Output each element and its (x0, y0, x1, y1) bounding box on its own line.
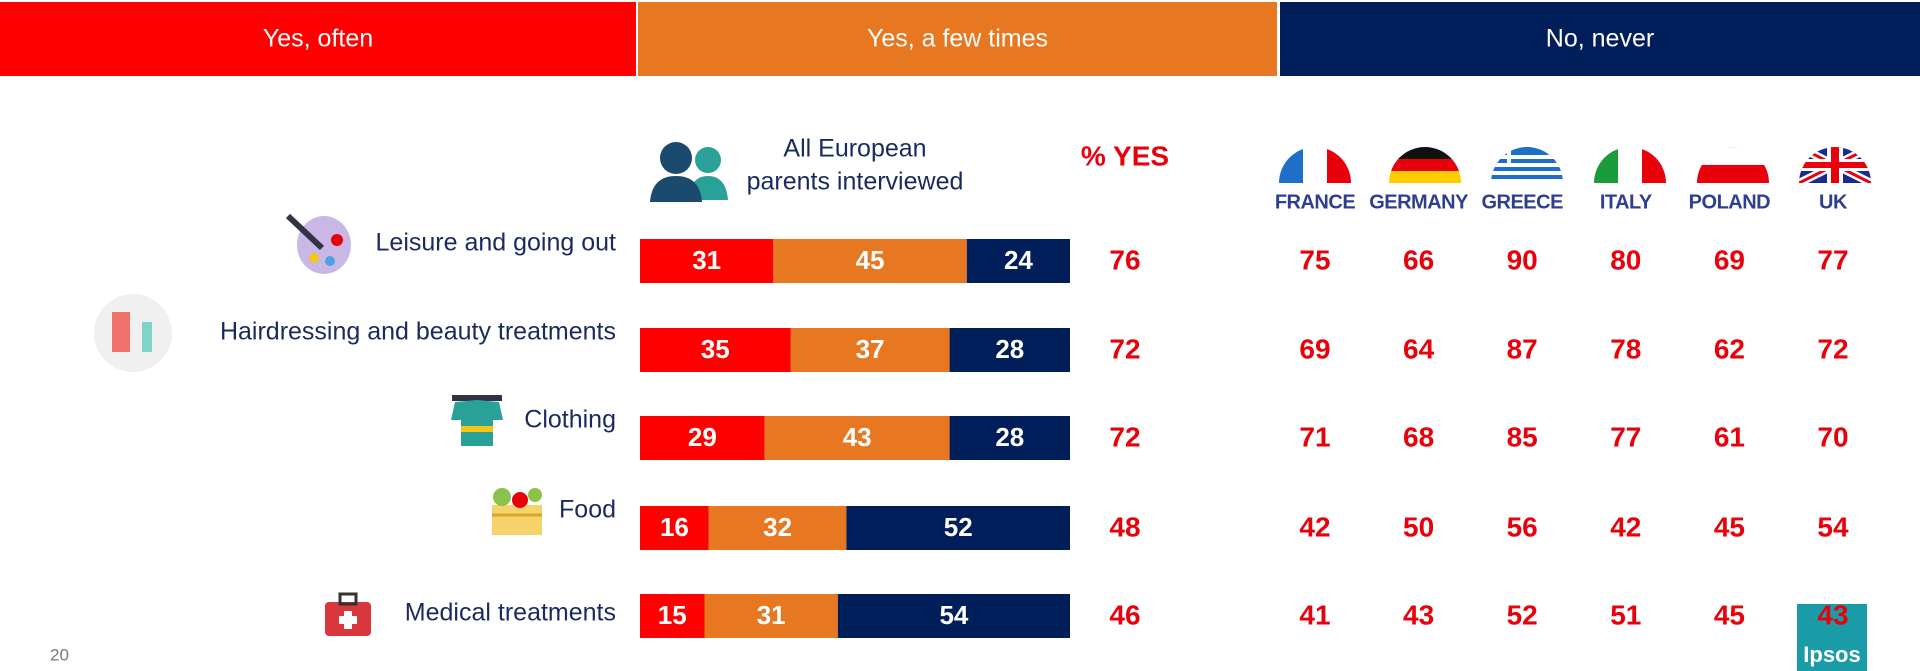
country-value: 64 (1403, 333, 1435, 364)
country-value: 41 (1299, 599, 1330, 630)
country-value: 85 (1507, 421, 1538, 452)
legend-label: Yes, often (263, 25, 373, 53)
country-name: UK (1819, 191, 1848, 213)
bar-label: 32 (763, 512, 792, 542)
bar-segment (949, 328, 1070, 372)
country-value: 42 (1299, 511, 1330, 542)
country-value: 43 (1817, 599, 1848, 630)
category-label: Leisure and going out (376, 229, 617, 257)
bar-segment (773, 239, 967, 283)
bar-segment (640, 416, 765, 460)
bar-label: 31 (757, 600, 786, 630)
country-name: GREECE (1481, 191, 1563, 213)
country-name: ITALY (1600, 191, 1653, 213)
logo-text: Ipsos (1803, 642, 1860, 667)
ipsos-logo: Ipsos (1797, 604, 1867, 671)
bar-segment (764, 416, 950, 460)
bar-segment (640, 328, 791, 372)
category-icons (94, 213, 542, 636)
country-value: 56 (1507, 511, 1538, 542)
people-icon (650, 142, 728, 202)
bar-label: 43 (843, 422, 872, 452)
yes-value: 48 (1109, 511, 1140, 542)
bar-segment (640, 594, 705, 638)
bar-label: 24 (1004, 245, 1033, 275)
category-label: Medical treatments (405, 599, 616, 627)
country-value: 51 (1610, 599, 1641, 630)
bar-segment (704, 594, 838, 638)
country-value: 61 (1714, 421, 1745, 452)
country-value: 42 (1610, 511, 1641, 542)
yes-value: 76 (1109, 244, 1140, 275)
flag-greece (1491, 147, 1563, 183)
flag-germany (1389, 147, 1461, 183)
legend-label: No, never (1546, 25, 1654, 53)
country-value: 71 (1299, 421, 1330, 452)
yes-header: % YES (1081, 140, 1169, 171)
legend-band (638, 2, 1277, 76)
yes-value: 46 (1109, 599, 1140, 630)
bar-segment (949, 416, 1070, 460)
bar-label: 28 (995, 422, 1024, 452)
bar-segment (640, 506, 709, 550)
country-value: 87 (1507, 333, 1538, 364)
legend-band (0, 2, 636, 76)
legend-label: Yes, a few times (867, 25, 1048, 53)
bar-label: 35 (701, 334, 730, 364)
country-value: 43 (1403, 599, 1434, 630)
country-value: 72 (1817, 333, 1848, 364)
country-name: GERMANY (1369, 191, 1469, 213)
flag-italy (1594, 147, 1666, 183)
bar-segment (640, 239, 774, 283)
country-value: 70 (1817, 421, 1848, 452)
country-value: 45 (1714, 511, 1745, 542)
flags (1279, 147, 1871, 183)
sample-label: All European (783, 135, 926, 163)
country-value: 78 (1610, 333, 1641, 364)
flag-france (1279, 147, 1351, 183)
bar-label: 29 (688, 422, 717, 452)
page-number: 20 (50, 645, 69, 664)
country-value: 62 (1714, 333, 1745, 364)
country-value: 45 (1714, 599, 1745, 630)
country-value: 66 (1403, 244, 1434, 275)
bar-label: 28 (995, 334, 1024, 364)
country-name: POLAND (1689, 191, 1771, 213)
bar-segment (837, 594, 1070, 638)
country-name: FRANCE (1275, 191, 1355, 213)
category-label: Hairdressing and beauty treatments (220, 318, 616, 346)
country-value: 68 (1403, 421, 1434, 452)
country-value: 69 (1714, 244, 1745, 275)
bar-label: 16 (660, 512, 689, 542)
category-label: Food (559, 496, 616, 524)
bar-segment (708, 506, 847, 550)
flag-uk (1799, 147, 1871, 183)
legend-band (1280, 2, 1920, 76)
country-value: 77 (1817, 244, 1848, 275)
country-value: 80 (1610, 244, 1641, 275)
country-value: 52 (1507, 599, 1538, 630)
country-value: 54 (1817, 511, 1849, 542)
country-value: 90 (1507, 244, 1538, 275)
bar-segment (966, 239, 1070, 283)
country-value: 50 (1403, 511, 1434, 542)
bar-label: 37 (856, 334, 885, 364)
yes-value: 72 (1109, 421, 1140, 452)
bar-label: 52 (944, 512, 973, 542)
bar-segment (846, 506, 1070, 550)
bar-label: 54 (939, 600, 968, 630)
category-label: Clothing (524, 406, 616, 434)
country-value: 77 (1610, 421, 1641, 452)
sample-label: parents interviewed (747, 168, 964, 196)
bar-label: 15 (658, 600, 687, 630)
bar-label: 45 (856, 245, 885, 275)
yes-value: 72 (1109, 333, 1140, 364)
bar-segment (790, 328, 950, 372)
country-value: 69 (1299, 333, 1330, 364)
flag-poland (1697, 147, 1769, 183)
bar-label: 31 (692, 245, 721, 275)
country-value: 75 (1299, 244, 1330, 275)
